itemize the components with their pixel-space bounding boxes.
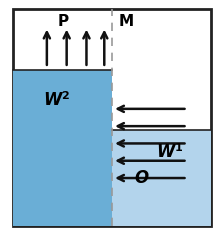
Text: 2: 2 — [62, 91, 69, 101]
Text: W: W — [43, 91, 61, 109]
Text: 1: 1 — [174, 143, 182, 153]
Bar — [13, 70, 112, 226]
Text: M: M — [118, 14, 133, 29]
Bar — [13, 9, 211, 226]
Text: P: P — [57, 14, 68, 29]
Bar — [112, 130, 211, 226]
Text: W: W — [156, 143, 174, 161]
Text: O: O — [135, 169, 149, 187]
